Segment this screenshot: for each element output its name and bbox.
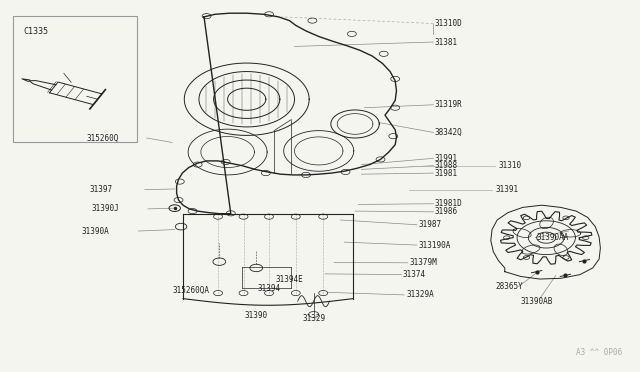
Text: 31987: 31987: [419, 220, 442, 229]
Text: 31374: 31374: [403, 270, 426, 279]
Text: 315260QA: 315260QA: [173, 286, 210, 295]
Text: 31390: 31390: [244, 311, 268, 320]
Text: 31986: 31986: [435, 207, 458, 217]
Text: 31991: 31991: [435, 154, 458, 163]
Text: 31981: 31981: [435, 169, 458, 177]
Text: 31988: 31988: [435, 161, 458, 170]
Text: 31981D: 31981D: [435, 199, 463, 208]
Text: 31391: 31391: [495, 185, 518, 194]
Text: 31379M: 31379M: [409, 258, 437, 267]
Text: 31397: 31397: [90, 185, 113, 194]
Text: A3 ^^ 0P06: A3 ^^ 0P06: [577, 348, 623, 357]
Text: C1335: C1335: [24, 27, 49, 36]
Text: 313190A: 313190A: [419, 241, 451, 250]
Text: 28365Y: 28365Y: [495, 282, 523, 291]
Text: 38342Q: 38342Q: [435, 128, 463, 137]
Text: 31390AB: 31390AB: [521, 297, 553, 306]
Text: 31310D: 31310D: [435, 19, 463, 28]
Text: 31390AA: 31390AA: [537, 233, 569, 242]
Text: 31319R: 31319R: [435, 100, 463, 109]
Text: 31329A: 31329A: [406, 291, 434, 299]
Text: 31394: 31394: [257, 284, 280, 293]
Text: 31310: 31310: [499, 161, 522, 170]
Text: 31394E: 31394E: [276, 275, 303, 283]
Text: 31390J: 31390J: [92, 204, 119, 214]
Text: 31390A: 31390A: [82, 227, 109, 235]
Bar: [13, 16, 137, 142]
Text: 31329: 31329: [302, 314, 325, 323]
Text: 31381: 31381: [435, 38, 458, 46]
Text: 315260Q: 315260Q: [87, 134, 119, 142]
